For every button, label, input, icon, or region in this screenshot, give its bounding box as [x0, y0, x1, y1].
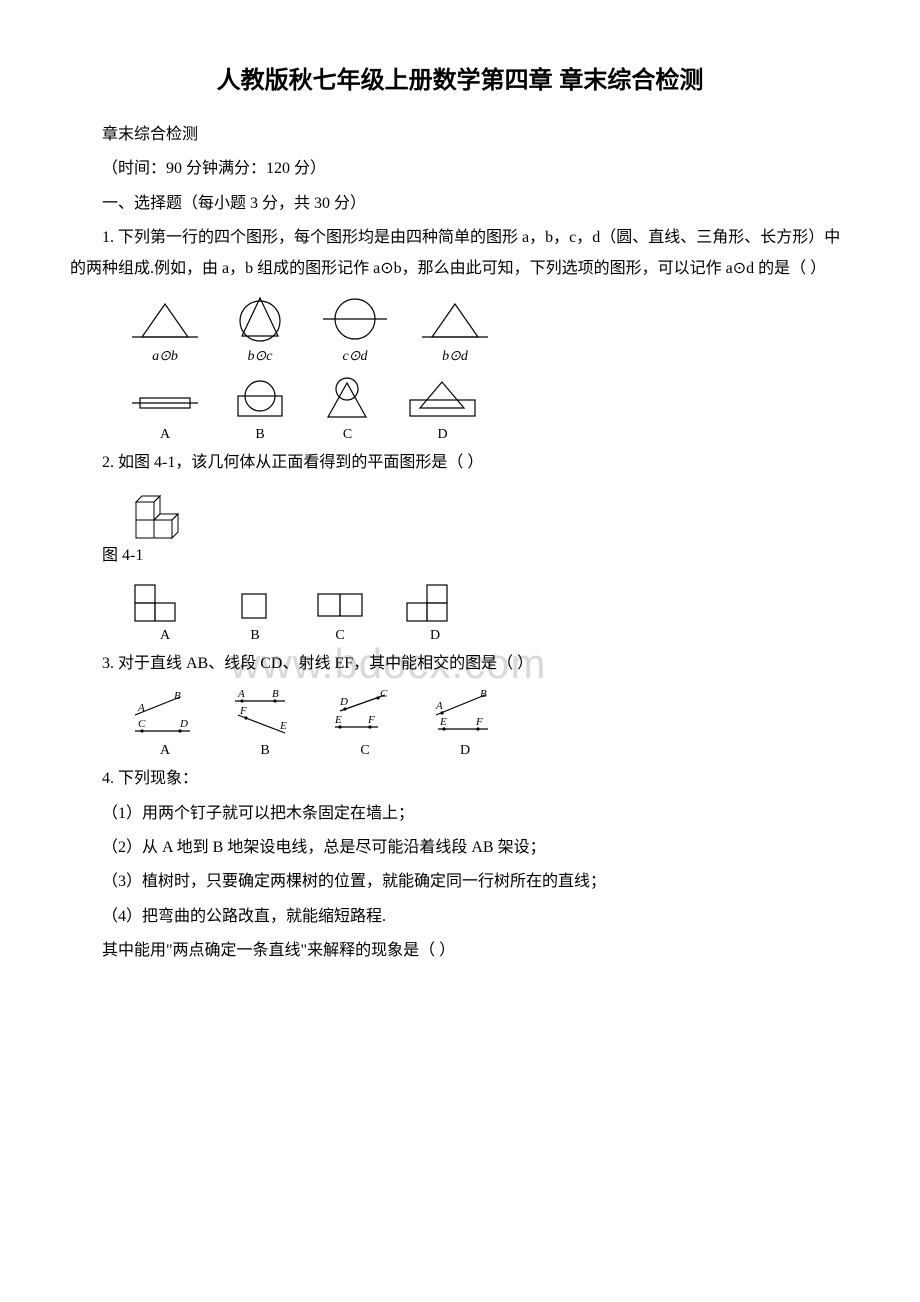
q1-ref-bod: b⊙d: [420, 299, 490, 365]
q1-ref-label: c⊙d: [343, 348, 368, 365]
q1-ref-label: a⊙b: [152, 348, 178, 365]
q2-opt-d: D: [400, 582, 470, 644]
svg-text:E: E: [279, 720, 287, 732]
triangle-line-icon: [420, 299, 490, 344]
svg-text:B: B: [174, 690, 181, 702]
intersect-d-icon: A B E F: [430, 689, 500, 739]
opt-label: A: [160, 743, 170, 759]
opt-label: D: [430, 628, 440, 644]
q3-options-row: A B C D A A B F E B: [130, 689, 850, 759]
subtitle: 章末综合检测: [70, 120, 850, 150]
front-view-d-icon: [400, 582, 470, 624]
circle-rect-icon: [230, 378, 290, 423]
q1-ref-boc: b⊙c: [230, 294, 290, 365]
front-view-c-icon: [310, 582, 370, 624]
svg-text:E: E: [439, 716, 447, 728]
svg-text:A: A: [435, 700, 443, 712]
svg-text:D: D: [339, 696, 348, 708]
opt-label: B: [260, 743, 269, 759]
triangle-circle-icon: [230, 294, 290, 344]
q2-options-row: A B C D: [130, 582, 850, 644]
q3-opt-a: A B C D A: [130, 689, 200, 759]
opt-label: D: [437, 427, 447, 443]
svg-text:F: F: [367, 714, 375, 726]
svg-text:F: F: [475, 716, 483, 728]
q3-opt-d: A B E F D: [430, 689, 500, 759]
svg-text:C: C: [138, 718, 146, 730]
triangle-line-icon: [130, 299, 200, 344]
q1-ref-label: b⊙c: [248, 348, 273, 365]
cube-stack-icon: [130, 486, 195, 541]
q1-ref-label: b⊙d: [442, 348, 468, 365]
q4-item-1: （1）用两个钉子就可以把木条固定在墙上；: [70, 799, 850, 829]
rect-line-icon: [130, 383, 200, 423]
section-heading: 一、选择题（每小题 3 分，共 30 分）: [70, 189, 850, 219]
front-view-b-icon: [230, 582, 280, 624]
opt-label: D: [460, 743, 470, 759]
circle-line-icon: [320, 294, 390, 344]
triangle-circle-icon: [320, 375, 375, 423]
opt-label: B: [255, 427, 264, 443]
svg-text:B: B: [272, 689, 279, 700]
q4-item-4: （4）把弯曲的公路改直，就能缩短路程.: [70, 902, 850, 932]
intersect-c-icon: D C E F: [330, 689, 400, 739]
opt-label: A: [160, 427, 170, 443]
svg-text:F: F: [239, 705, 247, 717]
q1-reference-row: a⊙b b⊙c c⊙d b⊙d: [130, 294, 850, 365]
timing: （时间：90 分钟满分：120 分）: [70, 154, 850, 184]
q1-ref-cod: c⊙d: [320, 294, 390, 365]
svg-text:C: C: [380, 689, 388, 700]
opt-label: C: [343, 427, 352, 443]
q4-text: 4. 下列现象：: [70, 764, 850, 794]
q2-opt-b: B: [230, 582, 280, 644]
svg-text:E: E: [334, 714, 342, 726]
page-title: 人教版秋七年级上册数学第四章 章末综合检测: [70, 60, 850, 95]
q2-opt-c: C: [310, 582, 370, 644]
q1-opt-b: B: [230, 378, 290, 443]
q4-item-2: （2）从 A 地到 B 地架设电线，总是尽可能沿着线段 AB 架设；: [70, 833, 850, 863]
q1-opt-a: A: [130, 383, 200, 443]
q1-ref-aob: a⊙b: [130, 299, 200, 365]
triangle-rect-icon: [405, 378, 480, 423]
intersect-b-icon: A B F E: [230, 689, 300, 739]
q2-opt-a: A: [130, 582, 200, 644]
q4-item-3: （3）植树时，只要确定两棵树的位置，就能确定同一行树所在的直线；: [70, 867, 850, 897]
q4-tail: 其中能用"两点确定一条直线"来解释的现象是（ ）: [70, 936, 850, 966]
q3-text: 3. 对于直线 AB、线段 CD、射线 EF，其中能相交的图是（ ）: [70, 649, 850, 679]
q1-opt-c: C: [320, 375, 375, 443]
q2-caption: 图 4-1: [70, 541, 850, 571]
svg-text:A: A: [237, 689, 245, 700]
q1-opt-d: D: [405, 378, 480, 443]
opt-label: B: [250, 628, 259, 644]
q2-text: 2. 如图 4-1，该几何体从正面看得到的平面图形是（ ）: [70, 448, 850, 478]
svg-text:D: D: [179, 718, 188, 730]
front-view-a-icon: [130, 582, 200, 624]
opt-label: C: [335, 628, 344, 644]
opt-label: C: [360, 743, 369, 759]
q3-opt-c: D C E F C: [330, 689, 400, 759]
q1-text: 1. 下列第一行的四个图形，每个图形均是由四种简单的图形 a，b，c，d（圆、直…: [70, 223, 850, 284]
intersect-a-icon: A B C D: [130, 689, 200, 739]
q1-options-row: A B C D: [130, 375, 850, 443]
svg-text:A: A: [137, 702, 145, 714]
q3-opt-b: A B F E B: [230, 689, 300, 759]
opt-label: A: [160, 628, 170, 644]
q2-figure: [130, 486, 850, 541]
svg-text:B: B: [480, 689, 487, 700]
